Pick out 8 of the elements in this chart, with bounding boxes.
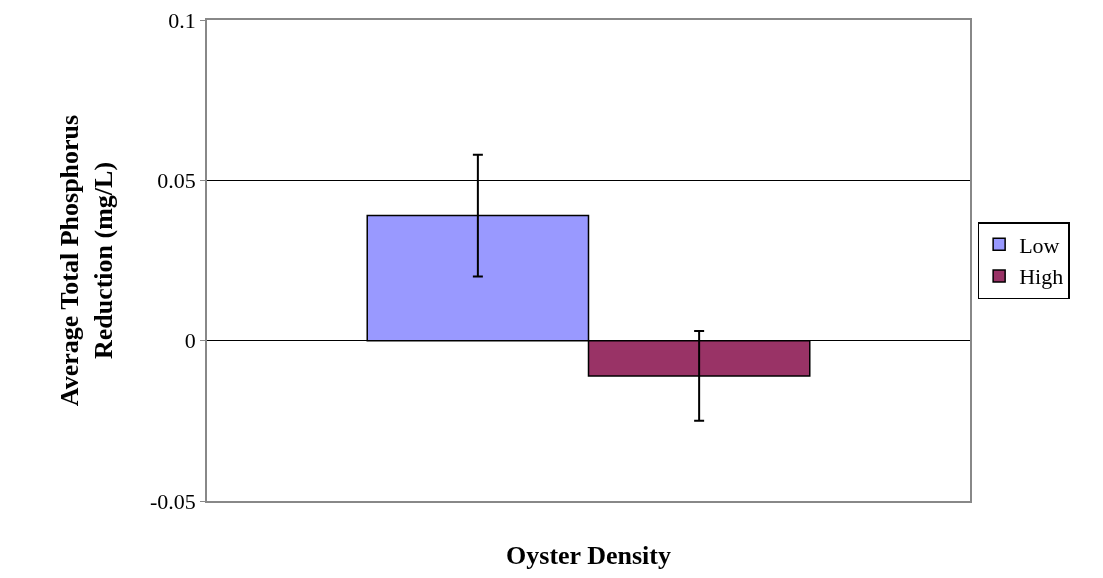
y-tick-label: 0.05	[157, 168, 196, 194]
y-tick-label: -0.05	[150, 488, 196, 514]
y-tick-label: 0.1	[168, 7, 196, 33]
y-axis-title: Average Total Phosphorus Reduction (mg/L)	[55, 114, 118, 407]
legend-label: High	[1019, 264, 1064, 290]
x-axis-title: Oyster Density	[506, 540, 671, 570]
y-tick-label: 0	[184, 328, 196, 354]
legend-label: Low	[1019, 232, 1060, 258]
